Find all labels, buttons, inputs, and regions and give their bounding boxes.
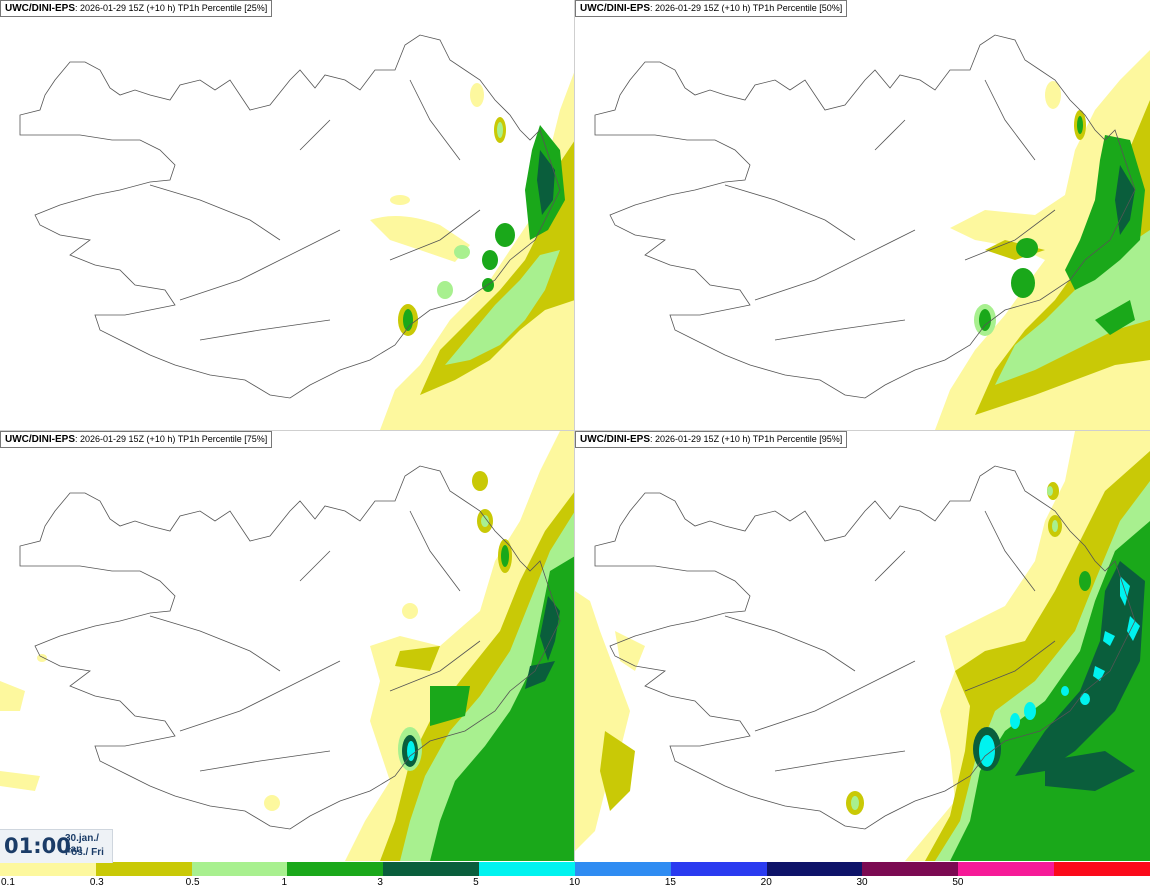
- coastline: [19, 34, 561, 399]
- model-name: UWC/DINI-EPS: [5, 434, 75, 445]
- legend-swatch: [670, 862, 767, 876]
- coastline: [19, 465, 561, 830]
- legend-label: 0.3: [89, 877, 104, 888]
- panel-divider-horizontal: [0, 430, 1150, 431]
- legend-label: 1: [281, 877, 288, 888]
- map-panel-p95: UWC/DINI-EPS: 2026-01-29 15Z (+10 h) TP1…: [575, 431, 1150, 861]
- legend-label: 15: [664, 877, 676, 888]
- legend-swatch: [287, 862, 384, 876]
- field-title: TP1h Percentile [50%]: [752, 3, 843, 13]
- legend-colorbar: [0, 862, 1150, 876]
- coastline: [594, 465, 1136, 830]
- legend-label: 5: [473, 877, 479, 888]
- run-time: 2026-01-29 15Z (+10 h): [80, 3, 176, 13]
- precip-map: [0, 431, 575, 861]
- legend-swatch: [191, 862, 288, 876]
- precip-map: [575, 431, 1150, 861]
- legend-label: 0.1: [1, 877, 15, 888]
- precip-map: [19, 34, 575, 430]
- map-panel-p25: UWC/DINI-EPS: 2026-01-29 15Z (+10 h) TP1…: [0, 0, 575, 430]
- panel-header: UWC/DINI-EPS: 2026-01-29 15Z (+10 h) TP1…: [0, 0, 273, 17]
- panel-header: UWC/DINI-EPS: 2026-01-29 15Z (+10 h) TP1…: [0, 431, 273, 448]
- precip-field: [370, 70, 575, 430]
- legend-swatch: [95, 862, 192, 876]
- legend-label: 0.5: [185, 877, 200, 888]
- legend-label: 10: [569, 877, 581, 888]
- field-title: TP1h Percentile [95%]: [752, 434, 843, 444]
- legend-swatch: [383, 862, 480, 876]
- color-legend: 0.1 0.3 0.5 1 3 5 10 15 20 30 50: [0, 862, 1150, 891]
- panel-divider-vertical: [574, 0, 575, 862]
- precip-field: [575, 431, 1150, 861]
- legend-label: 30: [856, 877, 868, 888]
- precip-field: [935, 50, 1150, 430]
- legend-swatch: [1054, 862, 1150, 876]
- legend-label: 3: [377, 877, 383, 888]
- legend-label: 20: [760, 877, 772, 888]
- panel-header: UWC/DINI-EPS: 2026-01-29 15Z (+10 h) TP1…: [575, 0, 848, 17]
- valid-date: 30.jan./ Jan: [65, 833, 99, 855]
- legend-label: 50: [952, 877, 964, 888]
- map-panel-p75: UWC/DINI-EPS: 2026-01-29 15Z (+10 h) TP1…: [0, 431, 575, 861]
- valid-time-box: 01:00 30.jan./ Jan Fös./ Fri: [0, 829, 113, 863]
- legend-swatch: [958, 862, 1055, 876]
- legend-swatch: [766, 862, 863, 876]
- run-time: 2026-01-29 15Z (+10 h): [655, 3, 751, 13]
- legend-swatch: [862, 862, 959, 876]
- map-panel-p50: UWC/DINI-EPS: 2026-01-29 15Z (+10 h) TP1…: [575, 0, 1150, 430]
- field-title: TP1h Percentile [75%]: [177, 434, 268, 444]
- model-name: UWC/DINI-EPS: [580, 434, 650, 445]
- valid-weekday: Fös./ Fri: [65, 847, 104, 858]
- field-title: TP1h Percentile [25%]: [177, 3, 268, 13]
- legend-swatch: [574, 862, 671, 876]
- run-time: 2026-01-29 15Z (+10 h): [80, 434, 176, 444]
- valid-time-clock: 01:00: [4, 834, 71, 858]
- precip-map: [594, 34, 1150, 430]
- model-name: UWC/DINI-EPS: [5, 3, 75, 14]
- precip-field: [0, 431, 575, 861]
- legend-swatch: [479, 862, 575, 876]
- model-name: UWC/DINI-EPS: [580, 3, 650, 14]
- run-time: 2026-01-29 15Z (+10 h): [655, 434, 751, 444]
- panel-header: UWC/DINI-EPS: 2026-01-29 15Z (+10 h) TP1…: [575, 431, 848, 448]
- coastline: [594, 34, 1136, 399]
- legend-swatch: [0, 862, 96, 876]
